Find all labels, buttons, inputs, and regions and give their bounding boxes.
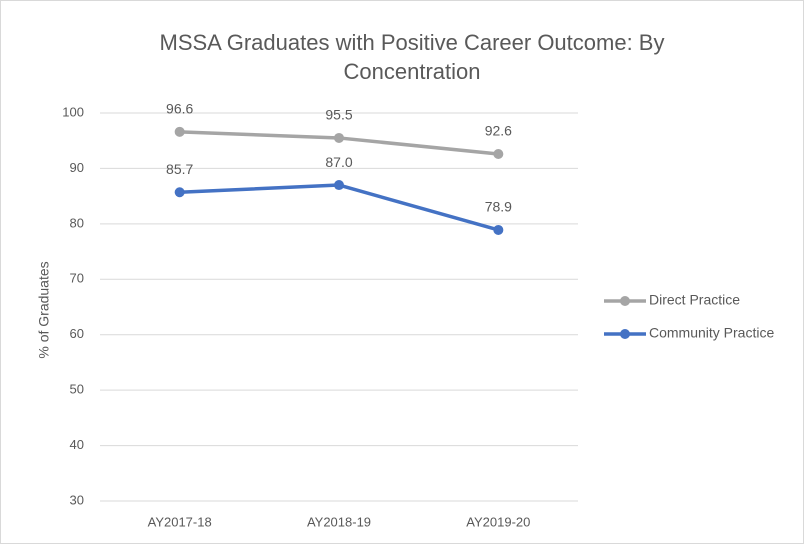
data-point xyxy=(334,132,344,143)
y-tick-label: 30 xyxy=(70,492,84,507)
data-point xyxy=(174,126,185,137)
y-tick-label: 40 xyxy=(70,437,84,452)
data-label: 85.7 xyxy=(166,161,193,177)
x-tick-label: AY2019-20 xyxy=(466,514,530,529)
chart-title: MSSA Graduates with Positive Career Outc… xyxy=(159,30,665,84)
x-tick-label: AY2018-19 xyxy=(307,514,371,529)
data-point xyxy=(334,180,344,191)
data-label: 78.9 xyxy=(485,199,512,215)
data-point xyxy=(493,224,504,235)
data-point xyxy=(174,187,185,198)
legend-label: Direct Practice xyxy=(649,292,740,308)
data-label: 95.5 xyxy=(325,107,352,123)
y-tick-label: 80 xyxy=(70,215,84,230)
y-axis-label: % of Graduates xyxy=(36,261,52,358)
y-tick-label: 60 xyxy=(70,326,84,341)
data-label: 96.6 xyxy=(166,101,193,117)
legend-label: Community Practice xyxy=(649,325,774,341)
data-label: 87.0 xyxy=(325,154,352,170)
y-tick-label: 50 xyxy=(70,382,84,397)
legend-marker xyxy=(620,296,630,306)
y-tick-label: 90 xyxy=(70,160,84,175)
y-tick-label: 70 xyxy=(70,271,84,286)
legend-marker xyxy=(620,329,630,339)
x-tick-label: AY2017-18 xyxy=(148,514,212,529)
data-label: 92.6 xyxy=(485,123,512,139)
y-tick-label: 100 xyxy=(62,104,84,119)
data-point xyxy=(493,149,504,160)
